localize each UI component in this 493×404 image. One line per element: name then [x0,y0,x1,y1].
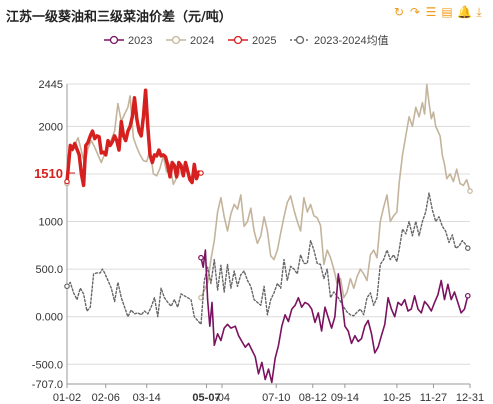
x-tick-label: 09-14 [331,392,359,404]
legend-item-s2024[interactable]: 2024 [166,35,214,47]
download-icon[interactable]: ⤓ [476,5,482,19]
legend-label: 2025 [252,35,276,47]
x-tick-label: 01-02 [53,392,81,404]
y-tick-label: 2445 [39,79,63,91]
series-point-s2024 [467,188,473,194]
series-line-savg [66,192,469,325]
x-tick-label: 03-14 [133,392,161,404]
series-point-s2025 [198,170,204,176]
legend-marker [295,35,305,45]
series-line-s2025 [65,88,203,188]
y-tick-label: 500.0 [35,264,63,276]
x-tick-label: 12-31 [456,392,484,404]
x-tick-label: ·04 [214,392,230,404]
series-line-s2023 [200,249,469,384]
chart-view-icon[interactable]: ▤ [441,5,453,19]
y-tick-label: -500.0 [32,359,63,371]
refresh-icon[interactable]: ↻ [393,5,405,19]
series-point-savg [64,283,70,290]
series-point-s2025 [64,178,70,185]
list-icon[interactable]: ☰ [425,5,437,19]
share-icon[interactable]: ↷ [409,5,421,19]
series-line-s2024 [200,83,471,299]
x-tick-label: 08-12 [299,392,327,404]
series-point-s2023 [198,254,204,261]
legend-item-s2025[interactable]: 2025 [228,35,276,47]
x-tick-label: 07-10 [262,392,290,404]
y-tick-label: -707.0 [32,379,63,391]
x-tick-label: 11-27 [420,392,447,404]
x-tick-label: 02-06 [92,392,120,404]
legend-item-savg[interactable]: 2023-2024均值 [290,34,389,47]
series-point-savg [464,245,471,251]
y-tick-label: 2000 [39,121,63,133]
legend-marker [171,35,181,45]
chart-title: 江苏一级葵油和三级菜油价差（元/吨） [6,10,232,25]
legend-item-s2023[interactable]: 2023 [104,35,152,47]
y-tick-label: 1000 [39,217,63,229]
chart-toolbar: ↻ ↷ ☰ ▤ 🔔 ⤓ [393,5,485,19]
bell-icon[interactable]: 🔔 [457,5,472,19]
current-value-label: 1510 [34,166,63,181]
x-tick-label: 10-25 [383,392,411,404]
legend-marker [233,35,243,45]
legend-marker [109,35,119,45]
legend-label: 2023-2024均值 [314,34,389,47]
legend-label: 2023 [128,35,152,47]
x-tick-label: 05-07 [192,392,220,404]
y-tick-label: 0.000 [35,312,63,324]
legend-label: 2024 [190,35,214,47]
series-point-s2023 [464,292,471,299]
